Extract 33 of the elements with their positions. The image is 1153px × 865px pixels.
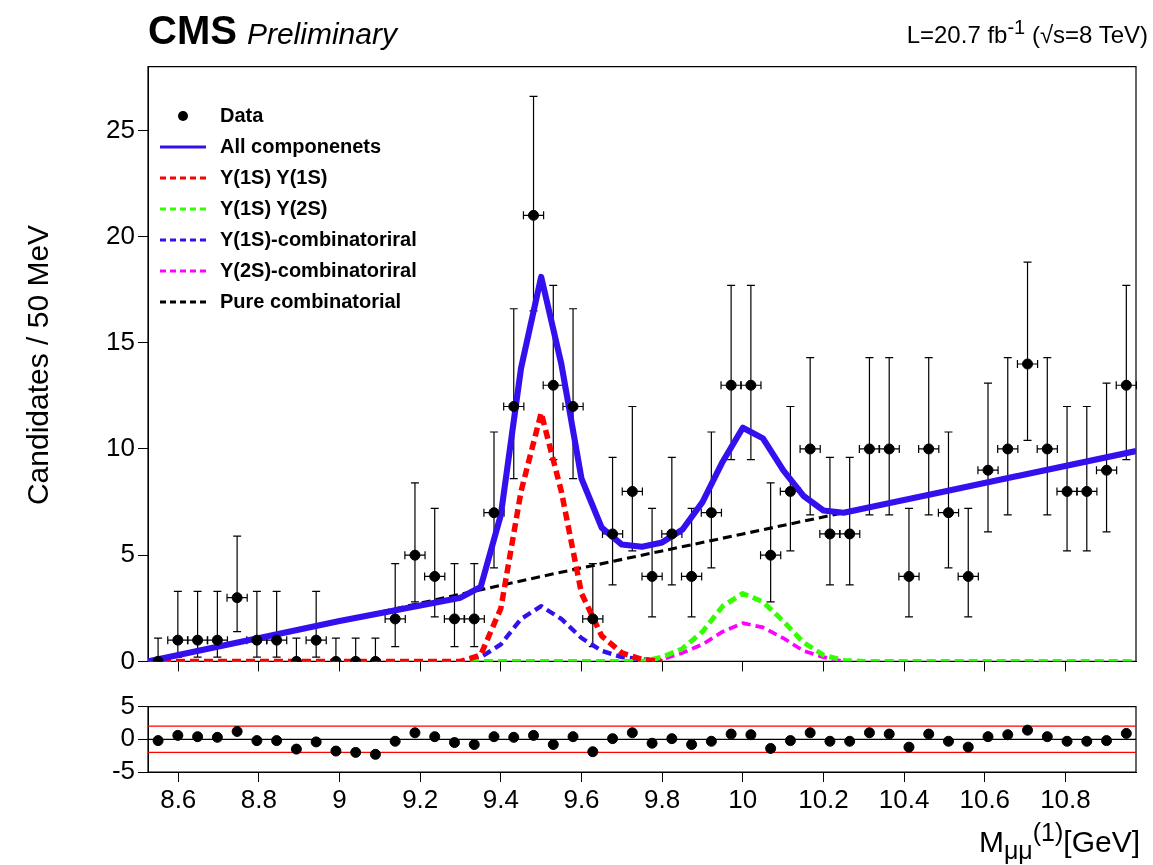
- y-tick-label: 5: [120, 689, 135, 720]
- x-tick-label: 10.4: [878, 783, 930, 814]
- legend-label: Υ(1S) Υ(2S): [220, 196, 328, 221]
- y-tick-label: 20: [106, 219, 135, 250]
- legend-label: Υ(1S) Υ(1S): [220, 165, 328, 190]
- legend-label: Υ(2S)-combinatoriral: [220, 258, 417, 283]
- x-tick-label: 9.6: [563, 783, 600, 814]
- x-tick-label: 9: [332, 783, 347, 814]
- x-tick-label: 10.8: [1040, 783, 1091, 814]
- x-tick-label: 9.2: [402, 783, 439, 814]
- x-tick-label: 10: [728, 783, 758, 814]
- x-tick-label: 8.8: [240, 783, 277, 814]
- text: L=20.7 fb$^{-1}$ (√s=8 TeV): [906, 16, 1148, 49]
- legend-label: Data: [220, 103, 264, 128]
- chart-title: CMS: [148, 8, 237, 52]
- x-tick-label: 9.8: [644, 783, 681, 814]
- legend-label: Pure combinatorial: [220, 289, 402, 314]
- y-tick-label: 15: [106, 325, 135, 356]
- y-tick-label: 5: [120, 538, 135, 569]
- x-tick-label: 9.4: [482, 783, 519, 814]
- y-tick-label: 25: [106, 113, 135, 144]
- y-tick-label: 0: [120, 722, 135, 753]
- x-tick-label: 10.6: [959, 783, 1011, 814]
- chart-subtitle: Preliminary: [246, 17, 397, 50]
- y-tick-label: -5: [111, 755, 135, 786]
- x-axis-title: M$_{μμ}$$^{(1)}$[GeV]: [978, 818, 1140, 865]
- x-tick-label: 10.2: [798, 783, 849, 814]
- legend-label: All componenets: [220, 134, 382, 159]
- y-axis-title: Candidates / 50 MeV: [21, 224, 55, 505]
- y-tick-label: 10: [106, 432, 135, 463]
- x-tick-label: 8.6: [160, 783, 197, 814]
- legend-label: Υ(1S)-combinatoriral: [220, 227, 417, 252]
- y-tick-label: 0: [120, 644, 135, 675]
